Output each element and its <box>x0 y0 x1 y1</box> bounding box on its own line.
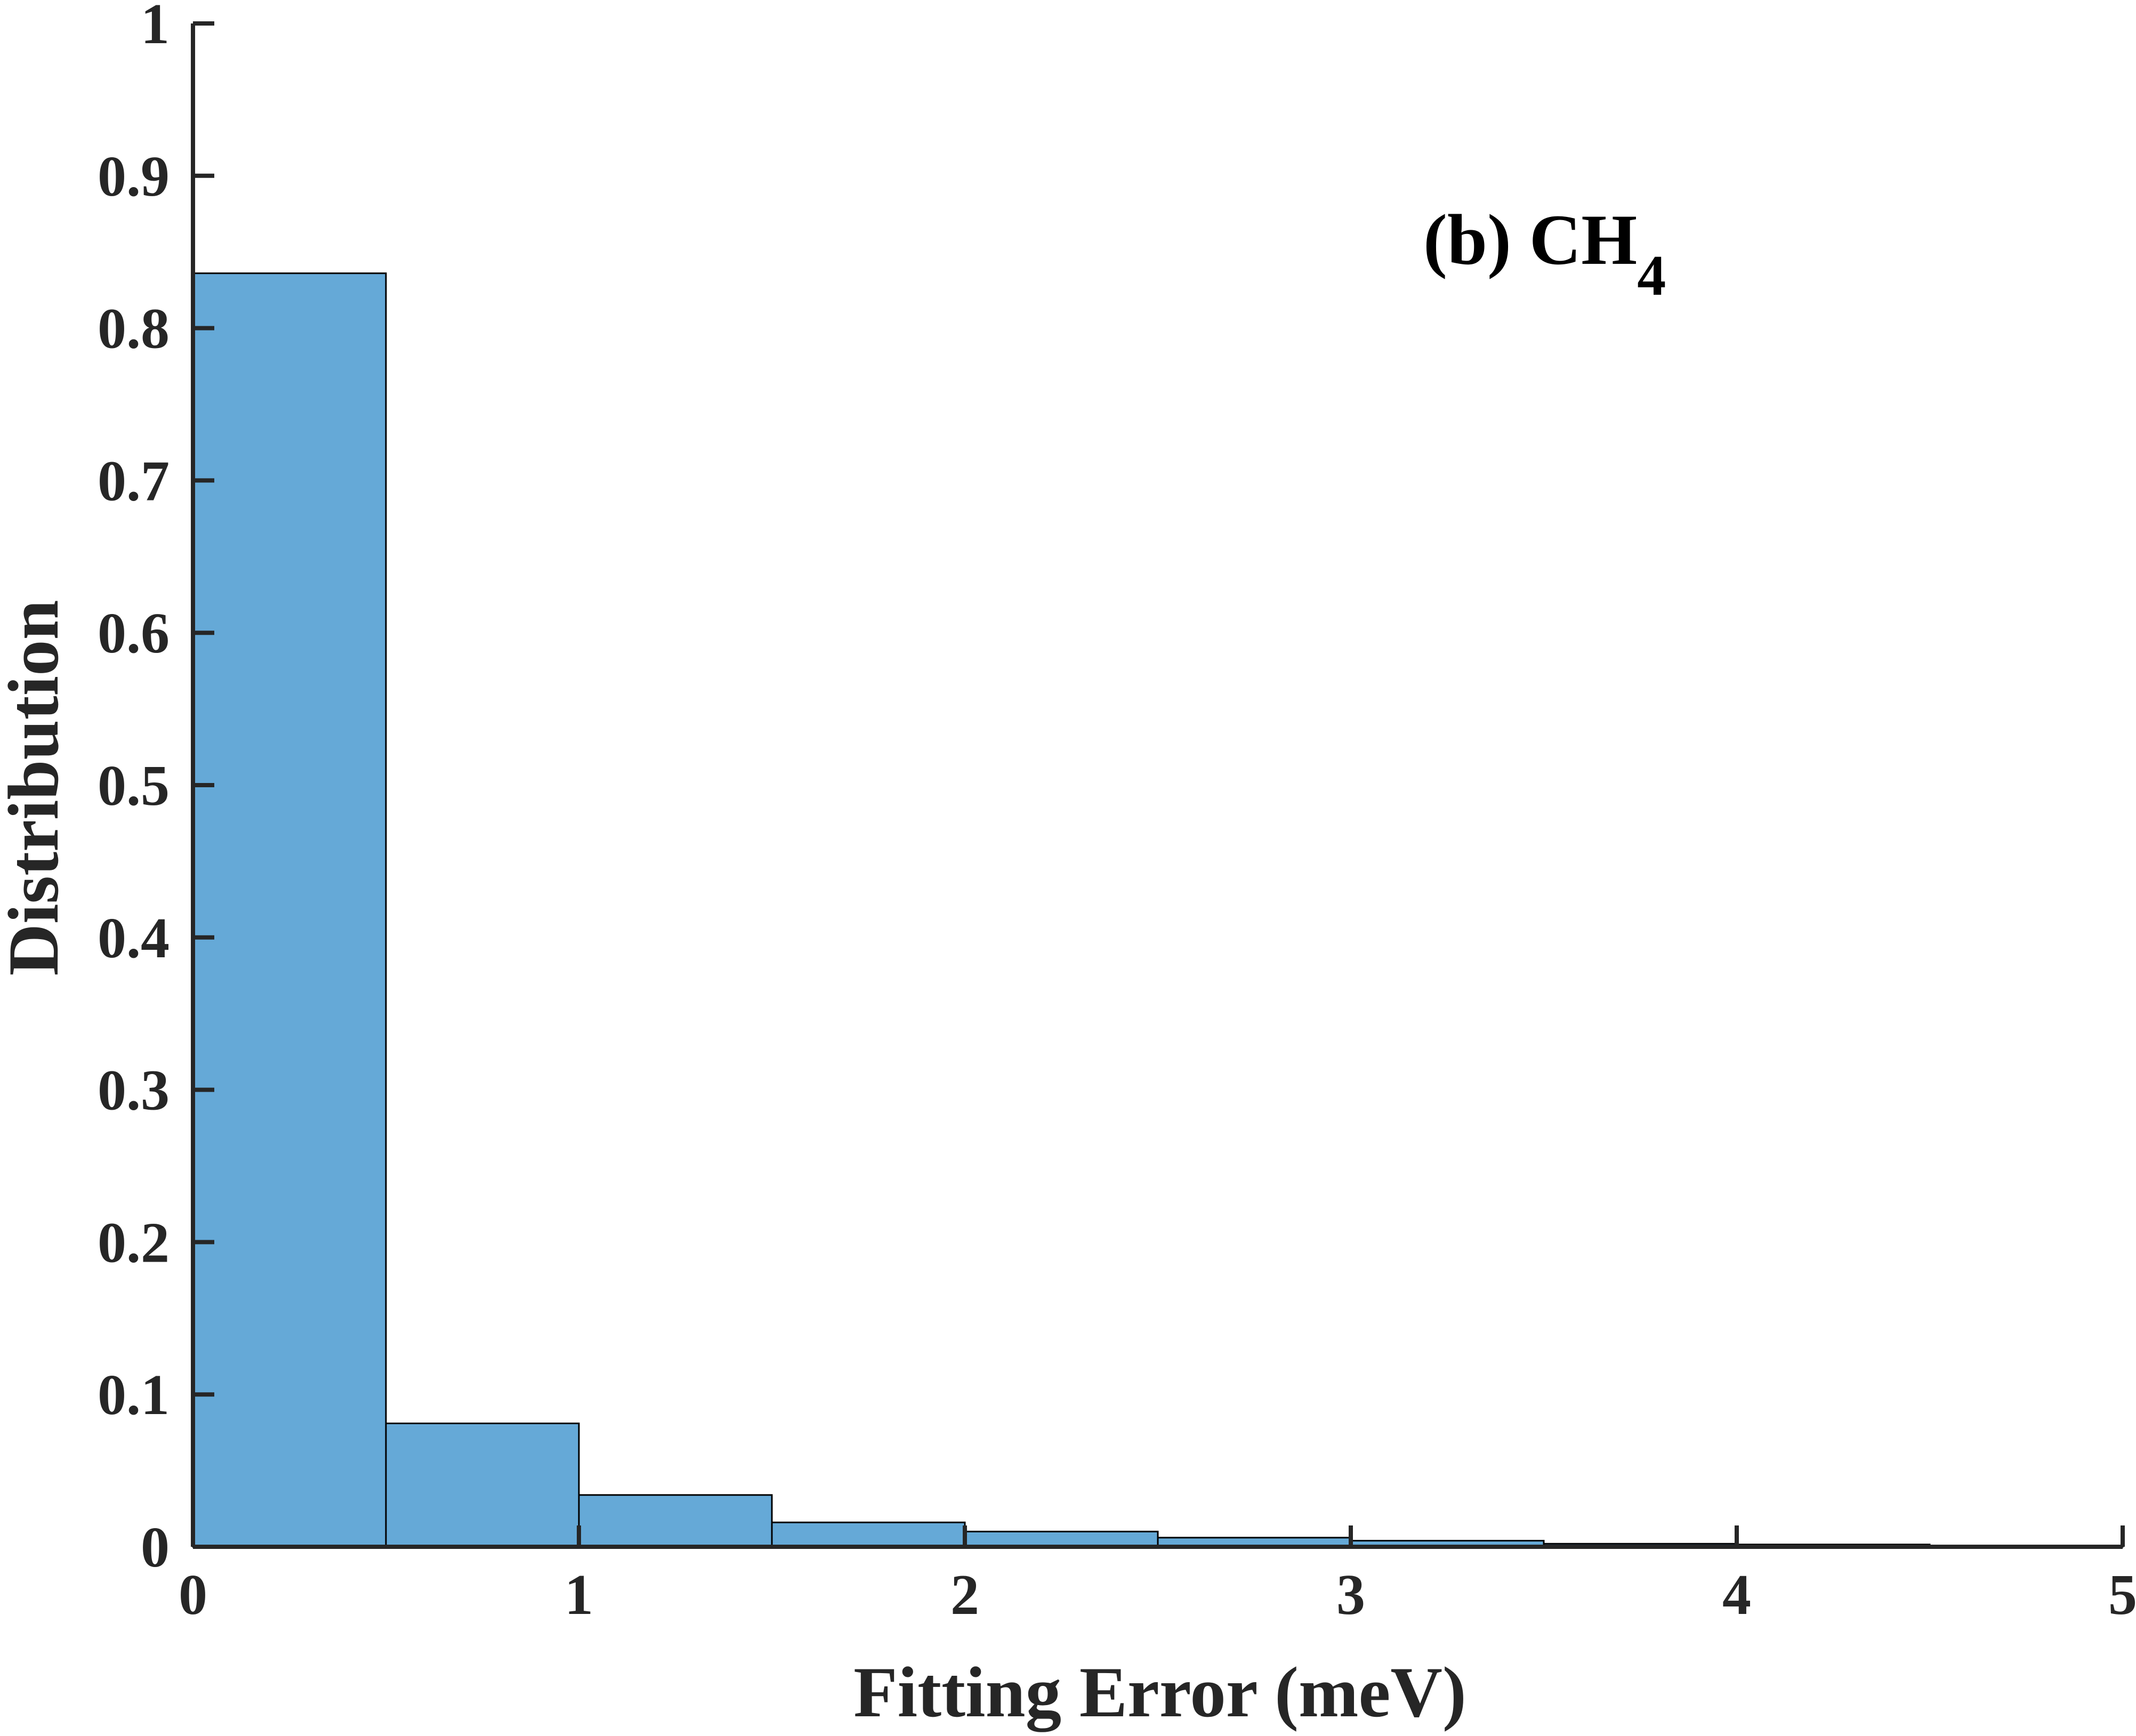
histogram-bar <box>578 1494 773 1548</box>
y-tick-label: 0.9 <box>98 145 170 208</box>
y-tick-label: 0.1 <box>98 1363 170 1427</box>
y-tick-label: 0.8 <box>98 297 170 361</box>
y-tick-label: 0.7 <box>98 449 170 513</box>
annotation-subscript: 4 <box>1637 244 1666 308</box>
histogram-bar <box>771 1521 966 1548</box>
y-tick-label: 0.4 <box>98 907 170 970</box>
x-ticks-group: 0 1 2 3 4 5 <box>179 1525 2136 1627</box>
panel-annotation: (b) CH4 <box>1423 200 1666 308</box>
x-axis-title: Fitting Error (meV) <box>853 1653 1466 1732</box>
annotation-main: (b) CH <box>1423 200 1637 280</box>
histogram-bar <box>964 1530 1159 1548</box>
y-ticks-group: 0 0.1 0.2 0.3 0.4 0.5 0.6 0.7 0.8 0.9 1 <box>98 0 214 1579</box>
x-tick-label: 2 <box>950 1563 979 1627</box>
y-tick-label: 0.2 <box>98 1211 170 1274</box>
x-tick-label: 3 <box>1336 1563 1365 1627</box>
axes-group <box>191 23 2123 1549</box>
x-tick-label: 1 <box>565 1563 593 1627</box>
y-tick-label: 0.3 <box>98 1059 170 1123</box>
x-tick-label: 4 <box>1722 1563 1751 1627</box>
x-tick-label: 5 <box>2108 1563 2136 1627</box>
x-tick-label: 0 <box>179 1563 207 1627</box>
histogram-bar <box>385 1423 580 1548</box>
y-tick-label: 0.6 <box>98 602 170 665</box>
y-tick-label: 0 <box>141 1516 170 1579</box>
y-axis-title: Distribution <box>0 600 74 975</box>
y-tick-label: 0.5 <box>98 754 170 818</box>
y-tick-label: 1 <box>141 0 170 56</box>
histogram-bar <box>192 272 387 1548</box>
bars-group <box>192 272 2124 1548</box>
